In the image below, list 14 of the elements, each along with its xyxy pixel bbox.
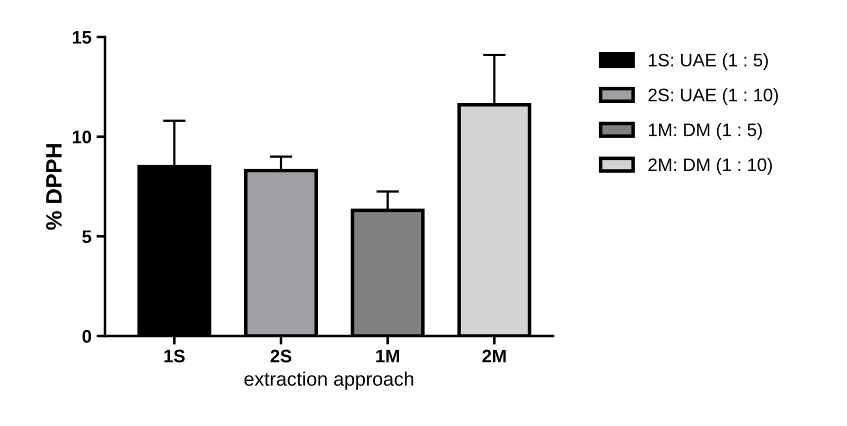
y-axis-title: % DPPH: [46, 144, 62, 230]
legend-label: 1S: UAE (1 : 5): [648, 53, 768, 70]
x-tick-label: 1M: [376, 350, 399, 362]
x-tick-label: 2M: [482, 350, 506, 362]
legend-label: 2M: DM (1 : 10): [648, 158, 772, 175]
y-tick-label: 15: [72, 31, 92, 44]
legend-label: 1M: DM (1 : 5): [648, 123, 762, 140]
x-tick-label: 2S: [270, 350, 292, 362]
legend-label: 2S: UAE (1 : 10): [648, 88, 778, 105]
y-tick-label: 5: [82, 230, 92, 244]
y-tick-label: 0: [82, 330, 92, 343]
x-tick-label: 1S: [164, 350, 185, 362]
y-tick-label: 10: [72, 130, 92, 144]
x-axis-title: extraction approach: [244, 372, 414, 390]
